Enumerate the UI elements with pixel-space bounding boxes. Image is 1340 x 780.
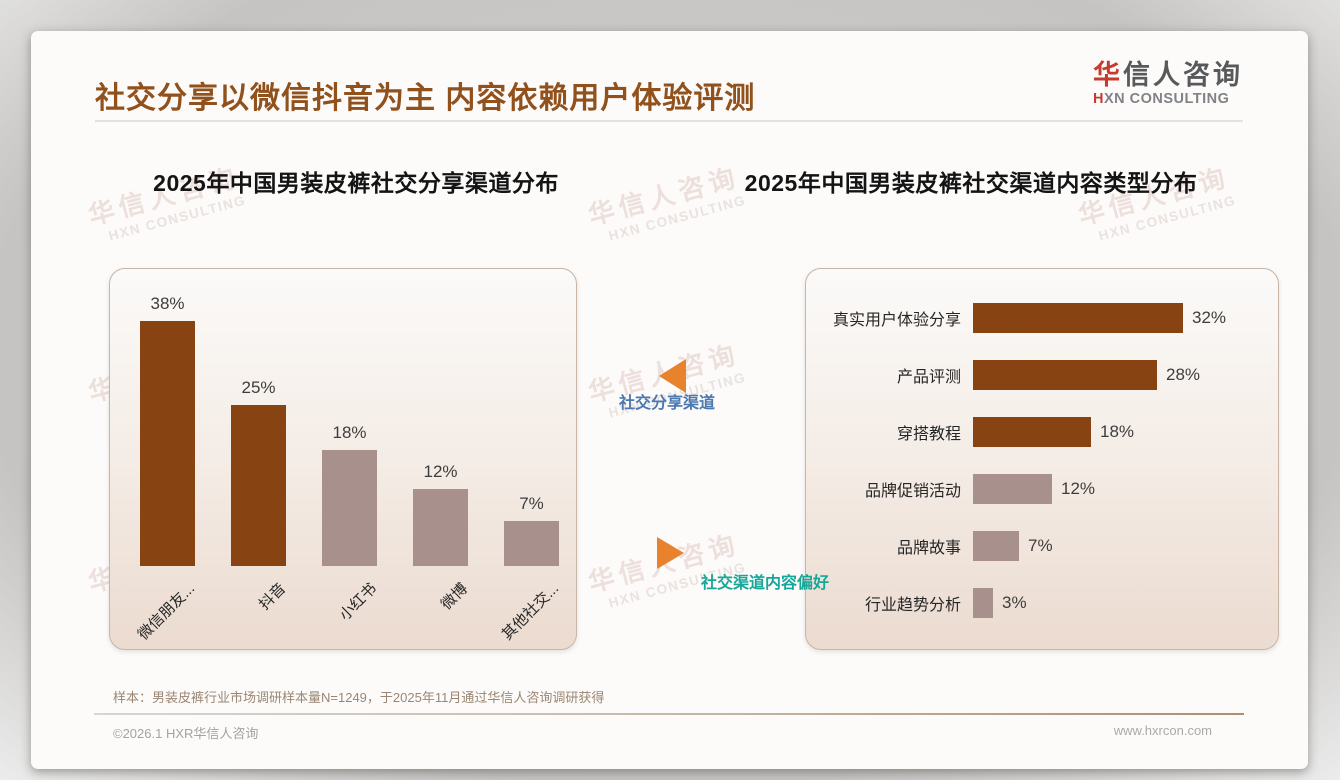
watermark-line2: HXN CONSULTING xyxy=(607,559,748,611)
hbar-category-label: 穿搭教程 xyxy=(896,425,961,443)
arrow-left-icon xyxy=(659,359,686,393)
right-chart-title: 2025年中国男装皮裤社交渠道内容类型分布 xyxy=(744,170,1198,196)
hbar-bar xyxy=(973,416,1091,447)
bar-value-label: 38% xyxy=(150,294,185,313)
bar-value-label: 12% xyxy=(423,462,458,481)
hbar-bar xyxy=(973,473,1052,504)
header-divider xyxy=(95,120,1243,122)
right-chart-rows: 真实用户体验分享 32% 产品评测 28% 穿搭教程 18% 品牌促销活动 12% 品牌故事 7%… xyxy=(806,269,1278,631)
hbar-bar xyxy=(973,587,993,618)
hbar-value-label: 18% xyxy=(1100,421,1135,441)
bar-column xyxy=(140,321,195,566)
watermark-line1: 华信人咨询 xyxy=(585,528,743,598)
hbar-value-label: 32% xyxy=(1192,307,1227,327)
footer-website[interactable]: www.hxrcon.com xyxy=(1113,723,1212,738)
hbar-category-label: 产品评测 xyxy=(896,368,961,386)
hbar-row: 品牌故事 7% xyxy=(806,517,1278,574)
footer-copyright: ©2026.1 HXR华信人咨询 xyxy=(113,726,259,741)
watermark-line2: HXN CONSULTING xyxy=(107,192,248,244)
hbar-value-label: 28% xyxy=(1166,364,1201,384)
hbar-category-label: 真实用户体验分享 xyxy=(832,311,961,329)
hbar-value-label: 3% xyxy=(1002,592,1027,612)
left-chart-panel: 38% 微信朋友... 25% 抖音 18% 小红书 12% 微博 7% 其他社交... xyxy=(109,268,577,650)
bar-value-label: 7% xyxy=(519,494,544,513)
hbar-value-label: 7% xyxy=(1028,535,1053,555)
watermark-line2: HXN CONSULTING xyxy=(607,192,748,244)
hbar-row: 品牌促销活动 12% xyxy=(806,460,1278,517)
watermark-line2: HXN CONSULTING xyxy=(607,369,748,421)
hbar-row: 产品评测 28% xyxy=(806,346,1278,403)
hbar-row: 行业趋势分析 3% xyxy=(806,574,1278,631)
logo-cn-text: 华信人咨询 xyxy=(1093,60,1243,90)
bar-column xyxy=(231,405,286,566)
bar-column xyxy=(413,489,468,566)
hbar-category-label: 品牌故事 xyxy=(896,539,961,557)
watermark-line2: HXN CONSULTING xyxy=(1097,192,1238,244)
bar-value-label: 25% xyxy=(241,378,276,397)
page-title: 社交分享以微信抖音为主 内容依赖用户体验评测 xyxy=(95,82,756,115)
connector-label-top: 社交分享渠道 xyxy=(618,395,715,412)
watermark-line1: 华信人咨询 xyxy=(585,338,743,408)
bar-column xyxy=(504,521,559,566)
logo-en-text: HXN CONSULTING xyxy=(1093,90,1230,107)
bar-column xyxy=(322,450,377,566)
hbar-row: 穿搭教程 18% xyxy=(806,403,1278,460)
left-chart-title: 2025年中国男装皮裤社交分享渠道分布 xyxy=(153,170,559,196)
hbar-bar xyxy=(973,530,1019,561)
left-chart-plot: 38% 微信朋友... 25% 抖音 18% 小红书 12% 微博 7% 其他社交... xyxy=(110,269,576,649)
slide-card: 华信人咨询 HXN CONSULTING 华信人咨询 HXN CONSULTING 华信… xyxy=(31,31,1308,769)
right-chart-panel: 真实用户体验分享 32% 产品评测 28% 穿搭教程 18% 品牌促销活动 12% 品牌故事 7%… xyxy=(805,268,1279,650)
company-logo: 华信人咨询 HXN CONSULTING xyxy=(1093,60,1243,107)
hbar-row: 真实用户体验分享 32% xyxy=(806,289,1278,346)
sample-note: 样本：男装皮裤行业市场调研样本量N=1249，于2025年11月通过华信人咨询调… xyxy=(113,690,605,705)
hbar-category-label: 品牌促销活动 xyxy=(864,482,961,500)
bar-value-label: 18% xyxy=(332,423,367,442)
hbar-bar xyxy=(973,302,1183,333)
hbar-category-label: 行业趋势分析 xyxy=(864,596,961,614)
arrow-right-icon xyxy=(657,537,684,569)
hbar-bar xyxy=(973,359,1157,390)
hbar-value-label: 12% xyxy=(1061,478,1096,498)
footer-divider xyxy=(94,713,1244,715)
